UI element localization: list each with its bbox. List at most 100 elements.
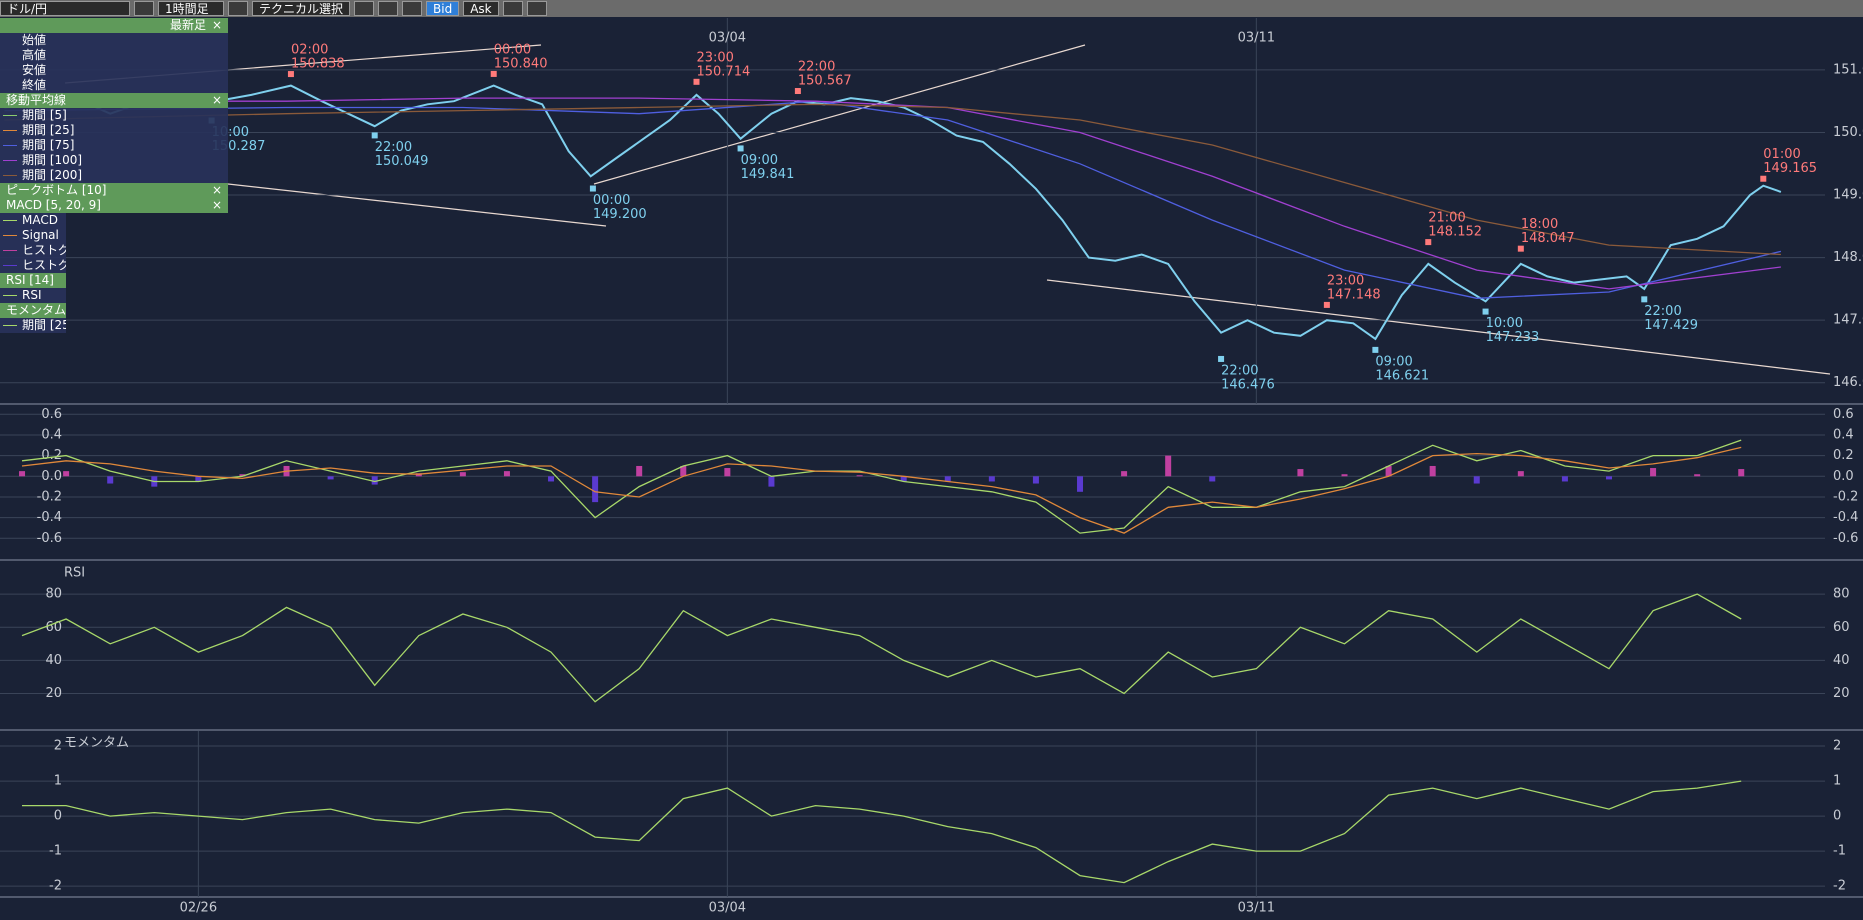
histogram-bar [1341,474,1348,477]
series-line [4,97,1781,290]
series-line [22,780,1742,884]
swatch [3,295,17,296]
peak-marker [490,70,497,77]
ohlc-label: 高値 [0,48,228,63]
histogram-bar [503,471,510,477]
peak-marker [1323,301,1330,308]
histogram-bar [768,476,775,487]
annotation-price: 147.233 [1486,330,1540,345]
dropdown[interactable] [134,1,154,16]
y-tick-label: 40 [45,653,62,668]
item-label: Signal [22,228,59,242]
close-button[interactable]: × [211,198,222,212]
ma-label: 期間 [25] [22,123,75,137]
section-header: ピークボトム [10] [6,183,107,197]
zoom-in[interactable] [526,1,547,16]
histogram-bar [900,476,907,482]
close-button[interactable]: × [211,18,222,32]
histogram-bar [1032,476,1039,484]
series-line [21,439,1742,534]
bottom-marker [1482,308,1489,315]
dropdown[interactable] [228,1,248,16]
ma-label: 期間 [75] [22,138,75,152]
chart-style[interactable] [402,1,423,16]
histogram-bar [636,465,643,477]
y-tick-label: -0.2 [37,489,62,504]
y-tick-label: -0.6 [1833,531,1858,546]
y-tick-label: 20 [1833,686,1850,701]
panel-title: RSI [64,566,85,581]
annotation-price: 148.152 [1428,225,1482,240]
y-tick-label: 40 [1833,653,1850,668]
x-tick-label: 03/11 [1238,31,1275,46]
series-line [21,593,1742,703]
trend-line [227,183,607,227]
histogram-bar [107,476,114,484]
x-tick-label: 02/26 [180,901,217,916]
peak-marker [287,71,294,78]
section-header: MACD [5, 20, 9] [6,198,101,212]
peak-marker [693,78,700,85]
bid-button[interactable]: Bid [426,1,460,16]
histogram-bar [1605,476,1612,480]
item-label: ヒストグラ [22,258,66,272]
swatch [3,235,17,236]
annotation-price: 149.841 [741,167,795,182]
y-tick-label: 60 [45,620,62,635]
annotation-price: 147.148 [1327,287,1381,302]
histogram-bar [1738,469,1745,477]
histogram-bar [1429,465,1436,477]
bottom-marker [1641,296,1648,303]
y-tick-label: 0.0 [41,469,62,484]
histogram-bar [19,471,26,477]
annotation-time: 10:00 [1486,316,1523,331]
close-button[interactable]: × [211,183,222,197]
annotation-time: 00:00 [593,193,630,208]
histogram-bar [1297,469,1304,477]
bottom-marker [1372,346,1379,353]
histogram-bar [944,476,951,482]
panel-row: 移動平均線 × [0,93,228,108]
annotation-time: 22:00 [375,140,412,155]
annotation-time: 00:00 [494,42,531,57]
close-button[interactable]: × [211,93,222,107]
peak-marker [794,88,801,95]
ma-label: 期間 [100] [22,153,83,167]
histogram-bar [680,465,687,477]
histogram-bar [195,476,202,482]
histogram-bar [239,474,246,477]
histogram-bar [1209,476,1216,482]
y-tick-label: 1 [54,774,62,789]
series-line [4,103,1781,256]
histogram-bar [548,476,555,482]
histogram-bar [63,471,70,477]
annotation-price: 149.200 [593,207,647,222]
item-label: RSI [22,288,42,302]
zoom-out[interactable] [502,1,523,16]
panel-row: 期間 [25] [0,123,228,138]
y-tick-label: 148.00 [1833,250,1863,265]
annotation-time: 23:00 [1327,273,1364,288]
bottom-marker [589,185,596,192]
y-tick-label: 0.4 [1833,427,1854,442]
info-button[interactable] [378,1,399,16]
annotation-price: 146.476 [1221,377,1275,392]
y-tick-label: 146.00 [1833,375,1863,390]
y-tick-label: 0.6 [41,407,62,422]
histogram-bar [371,476,378,485]
draw-tool[interactable] [354,1,375,16]
section-header: 移動平均線 [6,93,67,107]
panel-row: 期間 [100] [0,153,228,168]
technical-select[interactable]: テクニカル選択 [252,1,351,16]
panel-row: ヒストグラ [0,243,66,258]
ask-button[interactable]: Ask [463,1,499,16]
y-tick-label: 1 [1833,774,1841,789]
peak-marker [1517,245,1524,252]
currency-pair[interactable]: ドル/円 [0,1,130,16]
timeframe[interactable]: 1時間足 [158,1,224,16]
peak-marker [1425,239,1432,246]
bottom-marker [737,145,744,152]
histogram-bar [459,472,466,477]
panel-row: 期間 [25 [0,318,66,333]
